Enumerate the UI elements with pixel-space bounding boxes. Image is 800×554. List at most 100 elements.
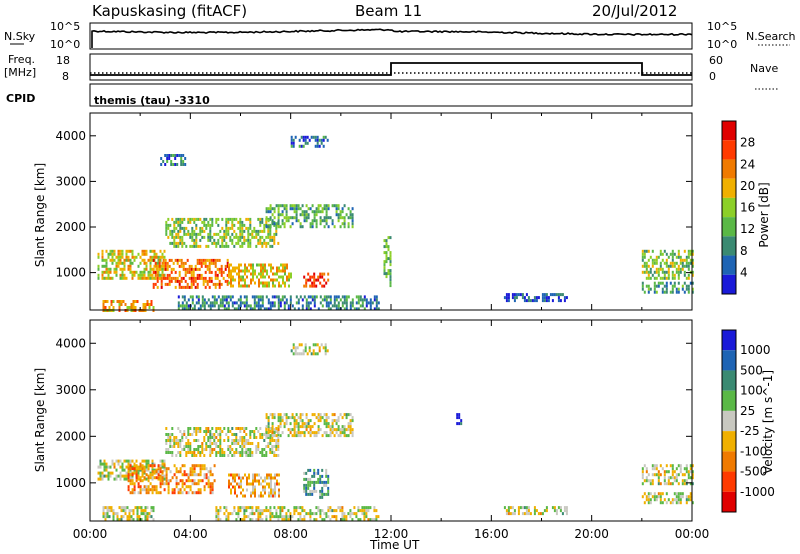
- colorbar-tick-label: 20: [740, 179, 755, 193]
- range-gate-cell: [645, 276, 648, 280]
- range-gate-cell: [255, 427, 258, 430]
- range-gate-cell: [149, 267, 152, 271]
- range-gate-cell: [689, 476, 692, 480]
- range-gate-cell: [299, 434, 302, 438]
- range-gate-cell: [198, 267, 201, 271]
- range-gate-cell: [257, 301, 260, 305]
- range-gate-cell: [267, 225, 270, 229]
- range-gate-cell: [185, 485, 188, 489]
- range-gate-cell: [109, 276, 112, 280]
- range-gate-cell: [291, 434, 294, 438]
- range-gate-cell: [185, 304, 188, 308]
- range-gate-cell: [319, 495, 322, 499]
- range-gate-cell: [665, 290, 668, 294]
- range-gate-cell: [279, 413, 282, 417]
- range-gate-cell: [137, 474, 140, 478]
- range-gate-cell: [675, 270, 678, 274]
- range-gate-cell: [339, 509, 342, 513]
- range-gate-cell: [249, 223, 252, 227]
- colorbar-tick-label: 8: [740, 244, 748, 258]
- range-gate-cell: [245, 442, 248, 445]
- range-gate-cell: [150, 506, 153, 510]
- range-gate-cell: [240, 269, 242, 273]
- range-gate-cell: [385, 272, 388, 276]
- range-gate-cell: [297, 428, 300, 432]
- range-gate-cell: [277, 301, 280, 305]
- range-gate-cell: [247, 238, 250, 242]
- range-gate-cell: [667, 470, 670, 474]
- range-gate-cell: [545, 509, 548, 513]
- colorbar-segment: [722, 370, 736, 391]
- range-gate-cell: [139, 467, 142, 471]
- range-gate-cell: [225, 298, 228, 302]
- power-x-axis: [89, 113, 693, 310]
- range-gate-cell: [206, 258, 209, 262]
- range-gate-cell: [227, 229, 230, 233]
- range-gate-cell: [301, 304, 304, 308]
- range-gate-cell: [105, 465, 108, 469]
- range-gate-cell: [199, 427, 202, 430]
- range-gate-cell: [199, 473, 202, 477]
- range-gate-cell: [99, 477, 102, 481]
- range-gate-cell: [238, 263, 240, 267]
- range-gate-cell: [653, 290, 656, 294]
- range-gate-cell: [105, 267, 108, 271]
- range-gate-cell: [655, 276, 658, 280]
- range-gate-cell: [160, 276, 163, 280]
- range-gate-cell: [277, 416, 280, 420]
- range-gate-cell: [146, 512, 149, 516]
- range-gate-cell: [131, 249, 134, 253]
- range-gate-cell: [551, 506, 554, 510]
- range-gate-cell: [105, 249, 108, 253]
- range-gate-cell: [186, 282, 189, 286]
- range-gate-cell: [181, 479, 184, 483]
- colorbar-segment: [722, 491, 736, 512]
- freq-unit: [MHz]: [4, 66, 36, 79]
- range-gate-cell: [537, 296, 540, 300]
- range-gate-cell: [232, 473, 234, 477]
- range-gate-cell: [189, 235, 192, 239]
- range-gate-cell: [275, 434, 278, 438]
- range-gate-cell: [367, 518, 370, 522]
- range-gate-cell: [113, 462, 116, 466]
- range-gate-cell: [197, 439, 200, 442]
- range-gate-cell: [135, 459, 138, 463]
- range-gate-cell: [375, 301, 378, 305]
- range-gate-cell: [235, 433, 238, 436]
- range-gate-cell: [292, 138, 295, 142]
- range-gate-cell: [194, 267, 197, 271]
- range-gate-cell: [264, 476, 266, 480]
- range-gate-cell: [249, 304, 252, 308]
- range-gate-cell: [245, 506, 248, 510]
- beam-title: Beam 11: [355, 2, 422, 20]
- range-gate-cell: [319, 301, 322, 305]
- range-gate-cell: [135, 476, 138, 480]
- range-gate-cell: [683, 473, 686, 477]
- range-gate-cell: [214, 270, 217, 274]
- range-gate-cell: [311, 210, 314, 214]
- range-gate-cell: [324, 135, 327, 139]
- range-gate-cell: [167, 479, 170, 483]
- colorbar-segment: [722, 217, 736, 237]
- range-gate-cell: [327, 216, 330, 220]
- range-gate-cell: [353, 506, 356, 510]
- range-gate-cell: [323, 413, 326, 417]
- range-gate-cell: [649, 255, 652, 259]
- range-gate-cell: [665, 464, 668, 468]
- range-gate-cell: [238, 485, 240, 489]
- range-gate-cell: [327, 506, 330, 510]
- range-gate-cell: [169, 470, 172, 474]
- range-gate-cell: [385, 275, 388, 279]
- range-gate-cell: [244, 269, 246, 273]
- range-gate-cell: [314, 135, 317, 139]
- range-gate-cell: [245, 217, 248, 221]
- range-gate-cell: [341, 425, 344, 429]
- range-gate-cell: [283, 307, 286, 311]
- range-gate-cell: [203, 448, 206, 451]
- range-gate-cell: [158, 261, 161, 265]
- range-gate-cell: [269, 307, 272, 311]
- range-gate-cell: [375, 518, 378, 522]
- range-gate-cell: [249, 436, 252, 439]
- range-gate-cell: [647, 264, 650, 268]
- range-gate-cell: [659, 252, 662, 256]
